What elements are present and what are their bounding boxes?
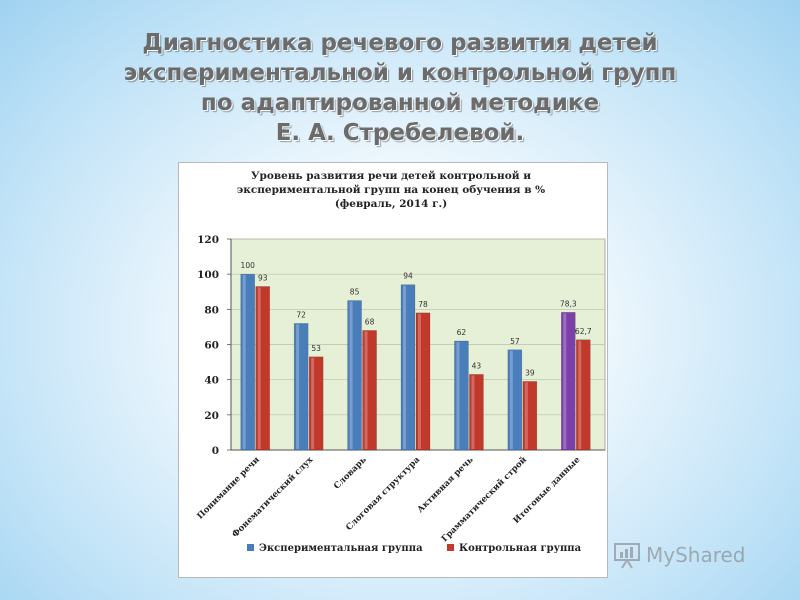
legend-label: Контрольная группа [459, 543, 582, 554]
y-tick-label: 100 [197, 269, 219, 281]
slide-title-line-4: Е. А. Стребелевой. [275, 120, 525, 146]
y-tick-label: 0 [212, 445, 219, 457]
bar-chart: Уровень развития речи детей контрольной … [195, 170, 606, 554]
bar-gloss [418, 313, 421, 449]
slide-title-line-3: по адаптированной методике [200, 90, 600, 116]
chart-frame: Уровень развития речи детей контрольной … [178, 162, 608, 578]
data-label: 43 [472, 361, 482, 370]
bar-gloss [563, 313, 567, 449]
data-label: 94 [403, 272, 413, 281]
data-label: 72 [296, 310, 306, 319]
bar-gloss [524, 382, 528, 449]
bar-experimental [240, 273, 255, 451]
bar-control [522, 381, 538, 451]
bar-experimental [561, 312, 576, 451]
bar-experimental [454, 340, 469, 451]
chart-title-line-3: (февраль, 2014 г.) [335, 198, 447, 210]
slide-title-line-1: Диагностика речевого развития детей [142, 30, 658, 56]
y-tick-label: 20 [204, 410, 219, 422]
bar-gloss [257, 287, 261, 449]
watermark: MyShared [612, 538, 746, 572]
category-label: Активная речь [416, 455, 476, 515]
data-label: 62,7 [575, 327, 592, 336]
data-label: 62 [457, 328, 467, 337]
presentation-icon [614, 543, 640, 569]
bar-gloss [349, 301, 353, 449]
bar-gloss [364, 331, 368, 449]
bar-control [469, 374, 484, 451]
bar-gloss [456, 341, 460, 449]
slide-title: Диагностика речевого развития детей эксп… [0, 28, 800, 148]
data-label: 78,3 [560, 299, 577, 308]
chart-title-line-2: экспериментальной групп на конец обучени… [237, 184, 545, 196]
data-label: 93 [258, 273, 268, 282]
bar-experimental [400, 284, 416, 451]
category-label: Грамматический строй [439, 454, 529, 544]
bar-gloss [311, 357, 315, 449]
bar-gloss [242, 275, 246, 449]
data-label: 57 [510, 337, 520, 346]
watermark-text: MyShared [646, 543, 746, 567]
category-label: Словарь [332, 455, 369, 492]
y-tick-label: 40 [204, 375, 219, 387]
data-label: 39 [525, 368, 535, 377]
bar-experimental [347, 300, 362, 451]
bar-gloss [296, 324, 300, 449]
bar-gloss [578, 340, 582, 449]
legend-label: Экспериментальная группа [259, 543, 423, 554]
legend-swatch [447, 544, 454, 551]
bar-gloss [509, 350, 513, 449]
data-label: 68 [365, 317, 375, 326]
data-label: 85 [350, 288, 360, 297]
data-label: 78 [418, 300, 428, 309]
bar-control [255, 286, 270, 451]
y-tick-label: 80 [204, 304, 219, 316]
bar-gloss [471, 375, 475, 449]
chart-title-line-1: Уровень развития речи детей контрольной … [251, 170, 531, 182]
y-tick-label: 120 [197, 234, 219, 246]
data-label: 53 [311, 344, 321, 353]
bar-gloss [403, 285, 406, 449]
y-tick-label: 60 [204, 340, 219, 352]
bar-control [415, 312, 431, 451]
legend-swatch [247, 544, 254, 551]
bar-experimental [507, 349, 523, 451]
slide-title-line-2: экспериментальной и контрольной групп [123, 60, 677, 86]
bar-control [576, 339, 591, 451]
bar-experimental [293, 323, 309, 451]
bar-control [308, 356, 324, 451]
bar-control [362, 330, 377, 451]
data-label: 100 [241, 261, 256, 270]
